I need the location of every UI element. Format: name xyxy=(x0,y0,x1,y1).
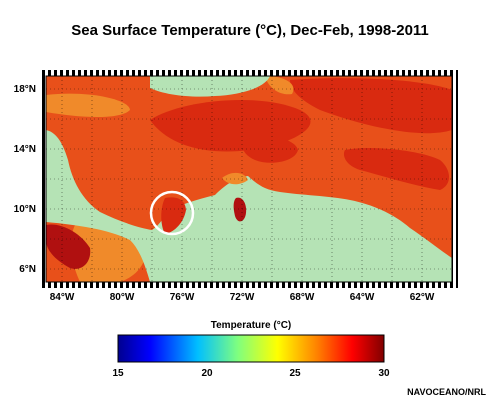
colorbar-tick: 25 xyxy=(289,368,301,379)
lon-label: 62°W xyxy=(410,292,435,303)
warm-patch-mid xyxy=(242,136,298,163)
colorbar-title: Temperature (°C) xyxy=(210,320,292,331)
colorbar-tick: 20 xyxy=(201,368,213,379)
lat-label: 6°N xyxy=(19,264,36,275)
lon-label: 68°W xyxy=(290,292,315,303)
lake-maracaibo xyxy=(233,197,247,222)
lon-label: 64°W xyxy=(350,292,375,303)
lon-label: 76°W xyxy=(170,292,195,303)
colorbar-tick: 15 xyxy=(112,368,124,379)
land-north xyxy=(150,76,270,97)
cool-patch-northwest xyxy=(46,93,130,117)
lon-label: 72°W xyxy=(230,292,255,303)
chart-title: Sea Surface Temperature (°C), Dec-Feb, 1… xyxy=(71,22,429,39)
lon-label: 80°W xyxy=(110,292,135,303)
warm-patch-east xyxy=(343,148,449,190)
lon-label: 84°W xyxy=(50,292,75,303)
gulf-of-uraba xyxy=(161,197,186,234)
hot-patch-pacific xyxy=(46,224,91,269)
coastal-warm-patch xyxy=(222,172,248,185)
warm-patch-north xyxy=(290,78,452,134)
colorbar xyxy=(117,334,385,363)
colorbar-tick: 30 xyxy=(378,368,390,379)
highlight-circle xyxy=(149,190,195,236)
credit-label: NAVOCEANO/NRL xyxy=(407,387,486,397)
land-south xyxy=(46,130,452,282)
lat-label: 18°N xyxy=(14,84,36,95)
lat-label: 10°N xyxy=(14,204,36,215)
lat-label: 14°N xyxy=(14,144,36,155)
